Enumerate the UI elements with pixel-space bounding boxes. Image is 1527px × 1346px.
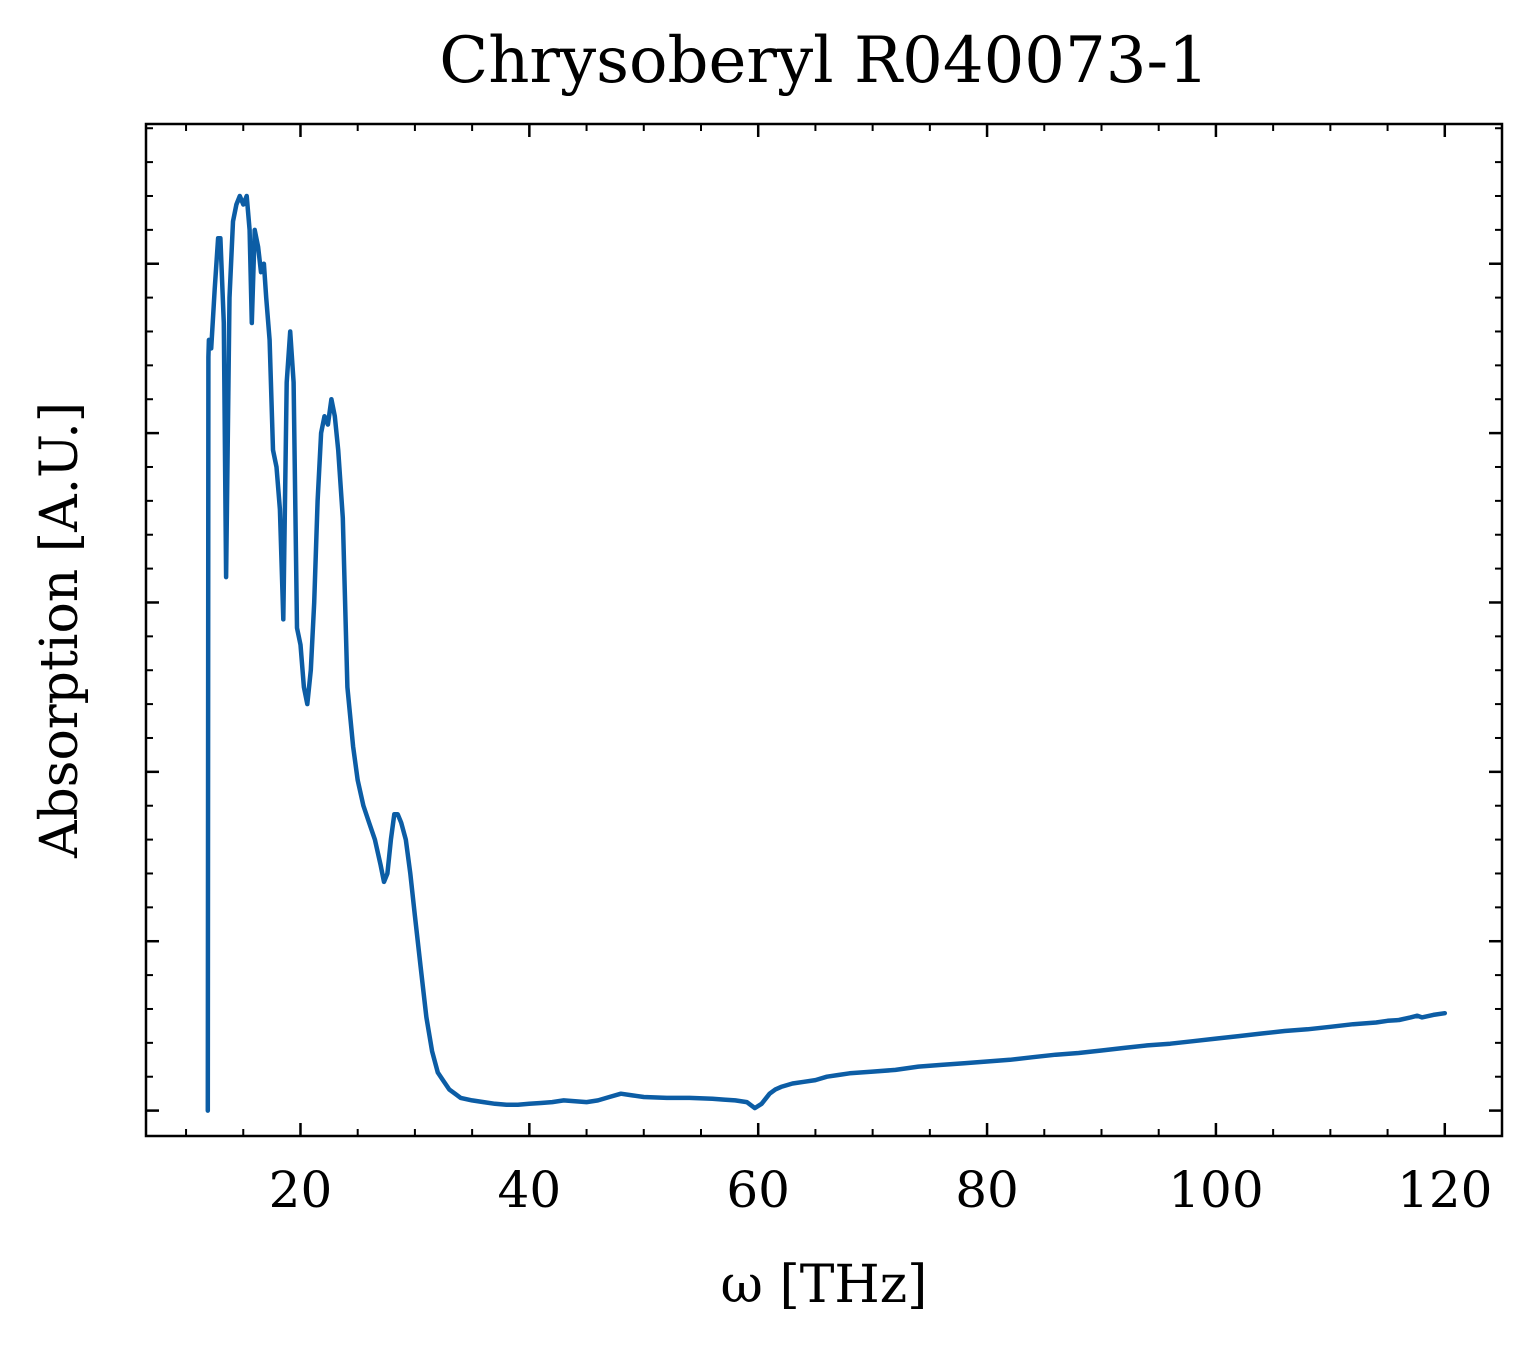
x-tick-label: 40 bbox=[498, 1161, 562, 1219]
axis-ticks bbox=[146, 124, 1503, 1136]
series-line-0 bbox=[205, 193, 1448, 1113]
chart-title: Chrysoberyl R040073-1 bbox=[439, 24, 1209, 98]
x-tick-label: 80 bbox=[955, 1161, 1019, 1219]
x-tick-label: 20 bbox=[269, 1161, 333, 1219]
plot-frame bbox=[144, 122, 1504, 1138]
plot-area bbox=[205, 193, 1448, 1113]
x-tick-label: 60 bbox=[726, 1161, 790, 1219]
x-tick-label: 100 bbox=[1168, 1161, 1263, 1219]
x-tick-label: 120 bbox=[1397, 1161, 1492, 1219]
x-axis-label: ω [THz] bbox=[721, 1255, 928, 1315]
y-axis-label: Absorption [A.U.] bbox=[30, 402, 90, 859]
